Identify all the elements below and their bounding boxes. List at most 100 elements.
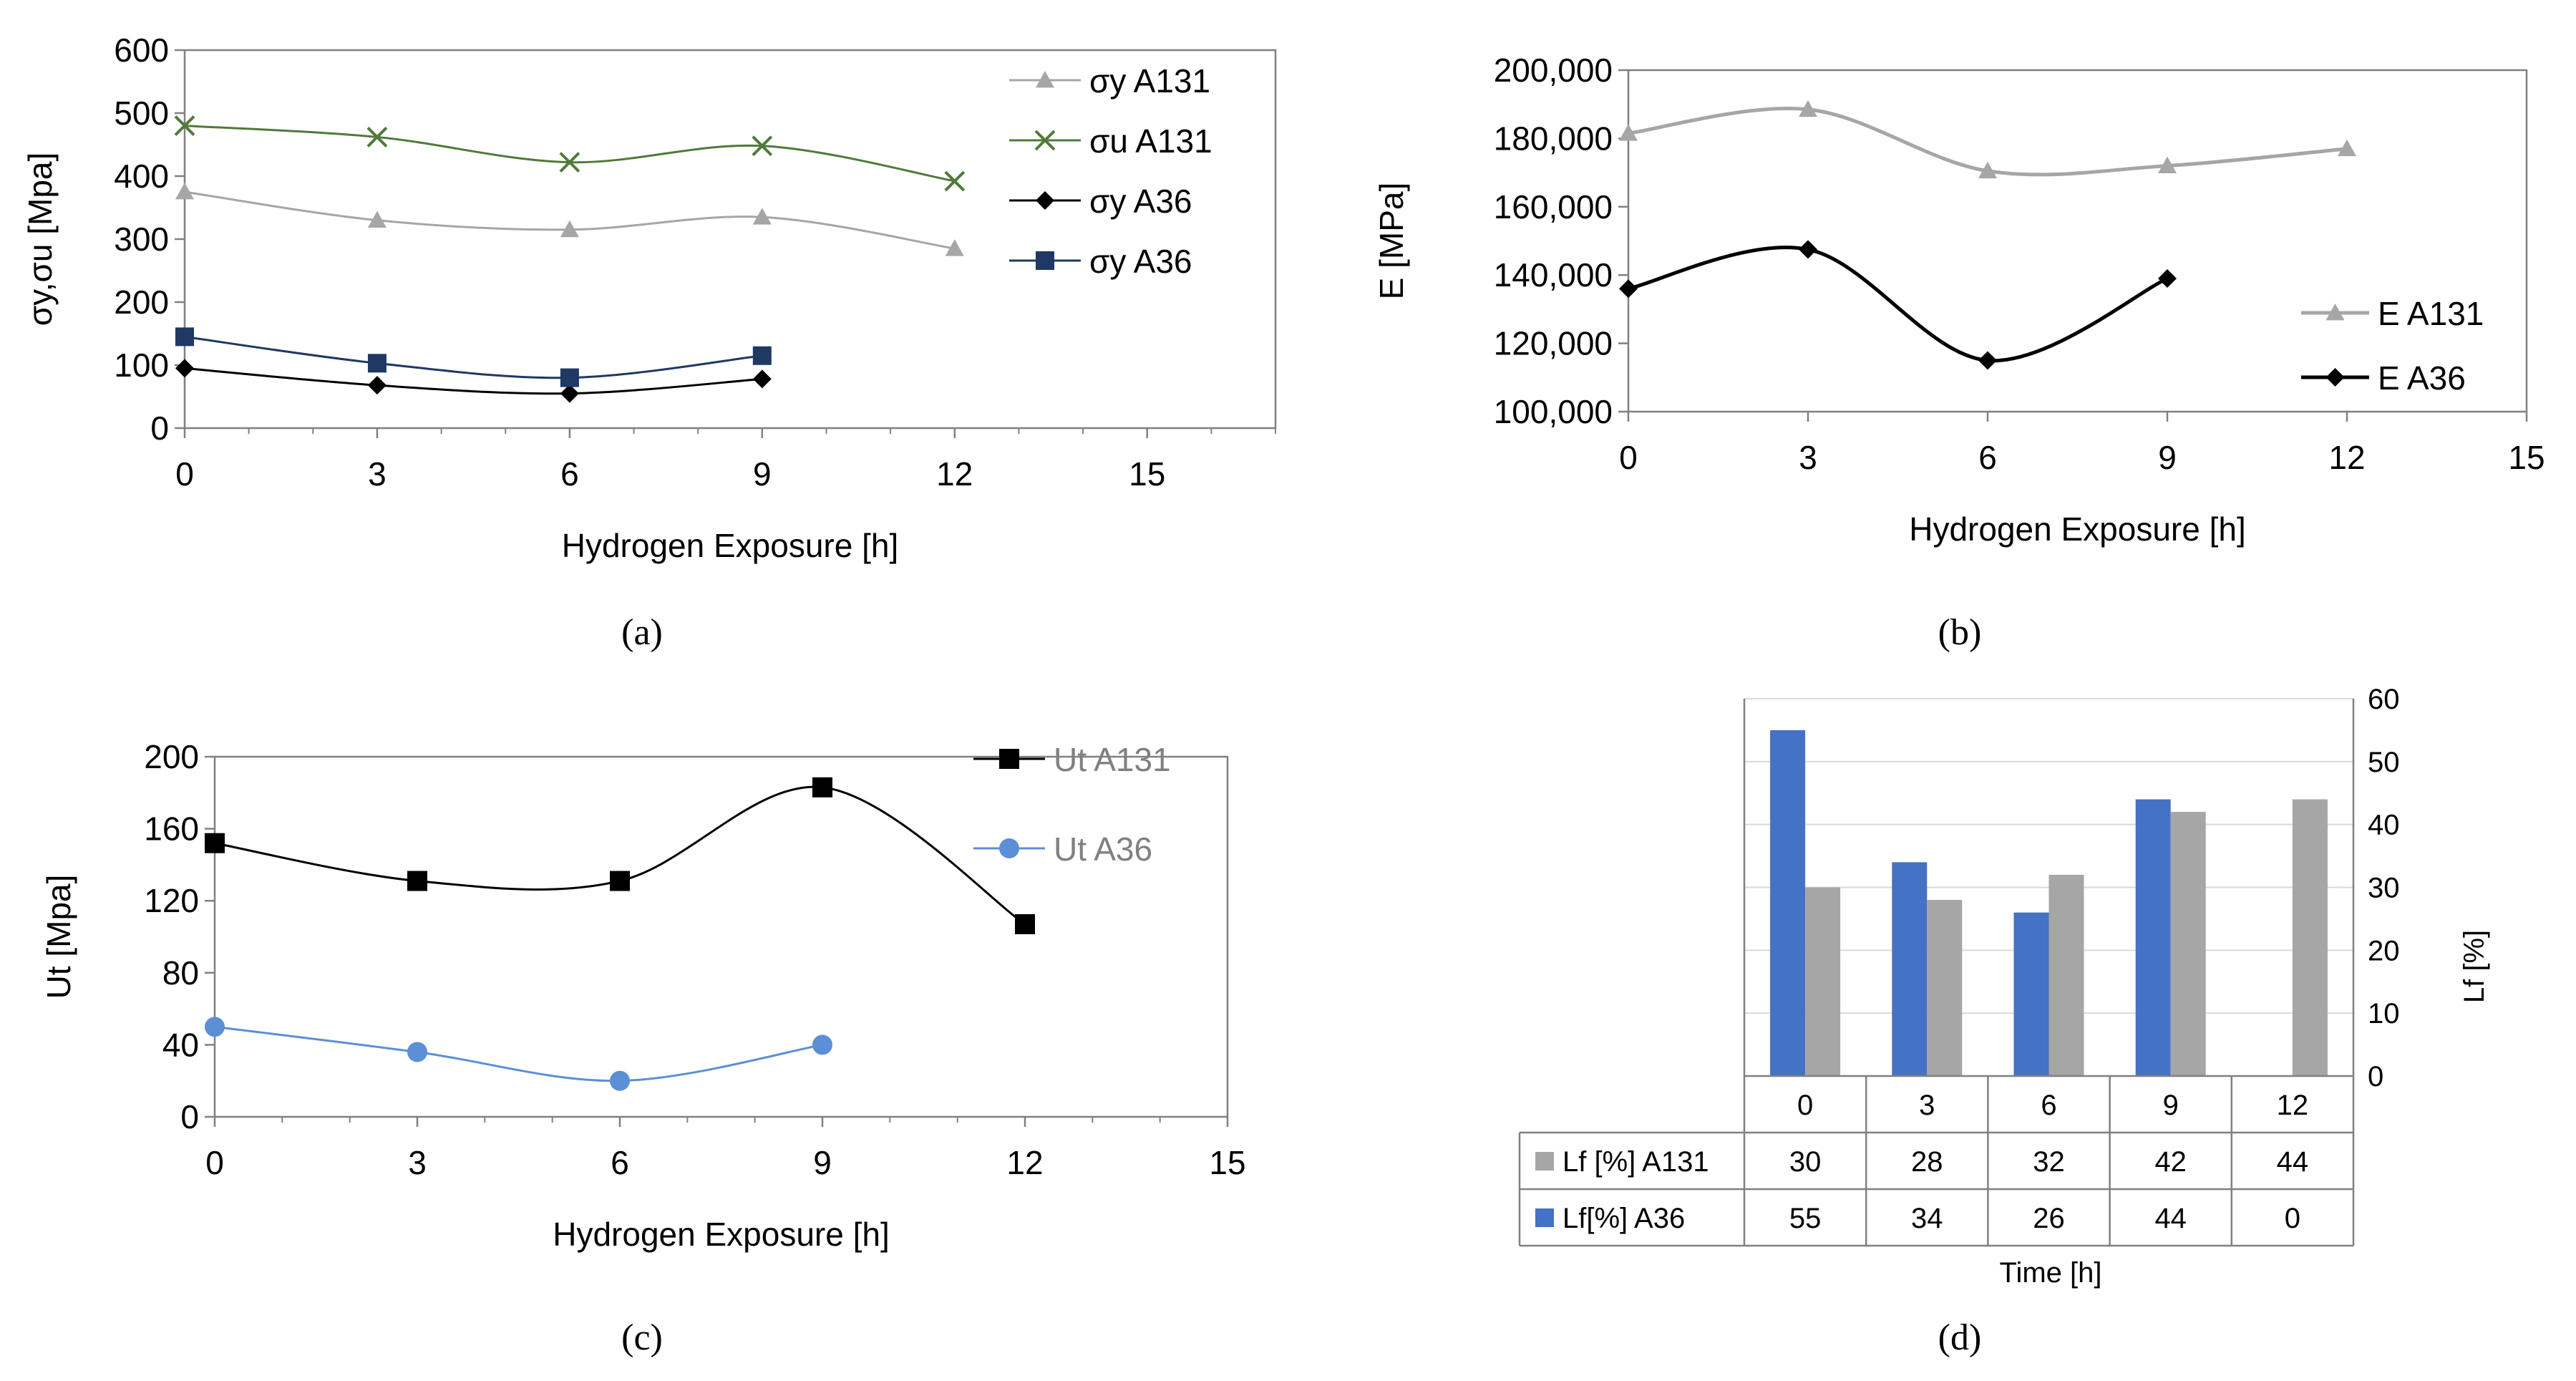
data-point (610, 1070, 630, 1091)
y-axis-title: Ut [Mpa] (40, 875, 77, 999)
y-tick-label: 20 (2368, 935, 2400, 966)
bar (1805, 887, 1841, 1076)
y-axis-title: Lf [%] (2459, 930, 2490, 1003)
data-point (1799, 100, 1817, 117)
data-point (367, 210, 387, 228)
bar (1892, 862, 1928, 1076)
legend-label: σy A131 (1089, 62, 1210, 100)
x-axis-title: Hydrogen Exposure [h] (553, 1216, 890, 1253)
marker-stroke (944, 170, 966, 192)
bar (2292, 799, 2328, 1076)
data-point (752, 346, 772, 365)
marker-stroke (366, 127, 388, 147)
bar (2013, 912, 2049, 1076)
data-label: 34 (1911, 1203, 1943, 1234)
legend-label: Ut A131 (1054, 741, 1171, 778)
data-point (2338, 139, 2356, 157)
x-tick-label: 0 (205, 1144, 224, 1181)
x-axis-title: Hydrogen Exposure [h] (562, 527, 899, 564)
legend-label: σu A131 (1089, 122, 1212, 160)
x-tick-label: 9 (813, 1144, 832, 1181)
bar (2048, 874, 2084, 1076)
x-tick-label: 3 (368, 455, 387, 493)
chart-a: 0 100 200 300 400 500 600 0 3 6 9 12 15 Hydrogen Expo… (21, 32, 1277, 564)
data-point (205, 1017, 225, 1037)
data-label: 30 (1789, 1146, 1822, 1178)
data-label: 42 (2154, 1146, 2187, 1178)
data-point (560, 368, 579, 387)
x-tick-label: 3 (1799, 439, 1817, 476)
data-point (944, 170, 966, 192)
panel-label-a: (a) (621, 612, 663, 653)
y-tick-label: 180,000 (1494, 120, 1613, 157)
data-point (367, 354, 387, 373)
legend-label: Lf [%] A131 (1562, 1146, 1709, 1178)
legend-marker (1036, 191, 1054, 210)
x-tick-label: 6 (1978, 439, 1997, 476)
series-line (184, 190, 956, 250)
y-tick-label: 100 (114, 347, 169, 384)
data-point (1978, 351, 1997, 370)
x-axis-title: Hydrogen Exposure [h] (1909, 510, 2246, 548)
y-tick-label: 0 (150, 410, 169, 447)
data-label: 44 (2154, 1203, 2187, 1234)
x-tick-label: 12 (2328, 439, 2365, 476)
data-point (407, 1042, 427, 1062)
data-point (752, 208, 772, 225)
chart-d: 0 10 20 30 40 50 60 Lf [%] 0 3 6 9 12 Lf [%] A131 30 28… (1518, 684, 2490, 1289)
legend-marker (2325, 368, 2345, 387)
legend-marker (1036, 71, 1054, 88)
x-tick-label: 6 (611, 1144, 629, 1181)
legend-marker (2325, 304, 2345, 321)
data-point (559, 152, 580, 173)
data-point (812, 1034, 832, 1055)
y-tick-label: 0 (2368, 1061, 2383, 1092)
category-label: 0 (1797, 1090, 1813, 1121)
bar (1927, 900, 1963, 1076)
y-tick-label: 80 (162, 954, 199, 992)
bar (2170, 812, 2206, 1076)
data-point (2158, 156, 2177, 173)
series-line (184, 367, 762, 395)
panel-label-b: (b) (1938, 612, 1982, 653)
category-label: 9 (2163, 1090, 2179, 1121)
x-tick-label: 0 (1619, 439, 1638, 476)
x-tick-label: 15 (2508, 439, 2545, 476)
marker-stroke (559, 152, 580, 173)
series-line (184, 125, 956, 183)
y-tick-label: 120,000 (1494, 325, 1613, 362)
data-label: 55 (1789, 1203, 1822, 1234)
data-point (560, 220, 579, 238)
y-tick-label: 30 (2368, 873, 2400, 904)
y-tick-label: 200 (114, 284, 169, 321)
legend-marker (999, 749, 1019, 769)
data-point (2158, 268, 2177, 288)
data-point (1619, 124, 1638, 141)
series-line (1628, 246, 2169, 363)
y-tick-label: 160 (144, 810, 199, 848)
data-point (205, 833, 225, 853)
legend-marker (999, 838, 1019, 858)
plot-area (1627, 69, 2528, 413)
data-point (560, 384, 579, 403)
series-line (214, 785, 1026, 926)
series-line (214, 1025, 823, 1082)
legend-label: σy A36 (1089, 243, 1192, 280)
data-point (175, 359, 194, 378)
y-axis-title: E [MPa] (1373, 183, 1410, 300)
data-point (1015, 914, 1035, 934)
data-point (812, 777, 832, 798)
marker-stroke (174, 115, 195, 137)
y-tick-label: 10 (2368, 998, 2400, 1029)
y-tick-label: 500 (114, 95, 169, 132)
bar (1770, 730, 1806, 1076)
y-tick-label: 140,000 (1494, 256, 1613, 294)
x-tick-label: 0 (175, 455, 194, 493)
panel-label-c: (c) (621, 1317, 663, 1358)
y-tick-label: 200,000 (1494, 52, 1613, 89)
data-label: 44 (2277, 1146, 2309, 1178)
y-tick-label: 40 (2368, 810, 2400, 841)
y-tick-label: 400 (114, 158, 169, 195)
y-axis-title: σy,σu [Mpa] (21, 152, 59, 326)
y-tick-label: 60 (2368, 684, 2400, 715)
